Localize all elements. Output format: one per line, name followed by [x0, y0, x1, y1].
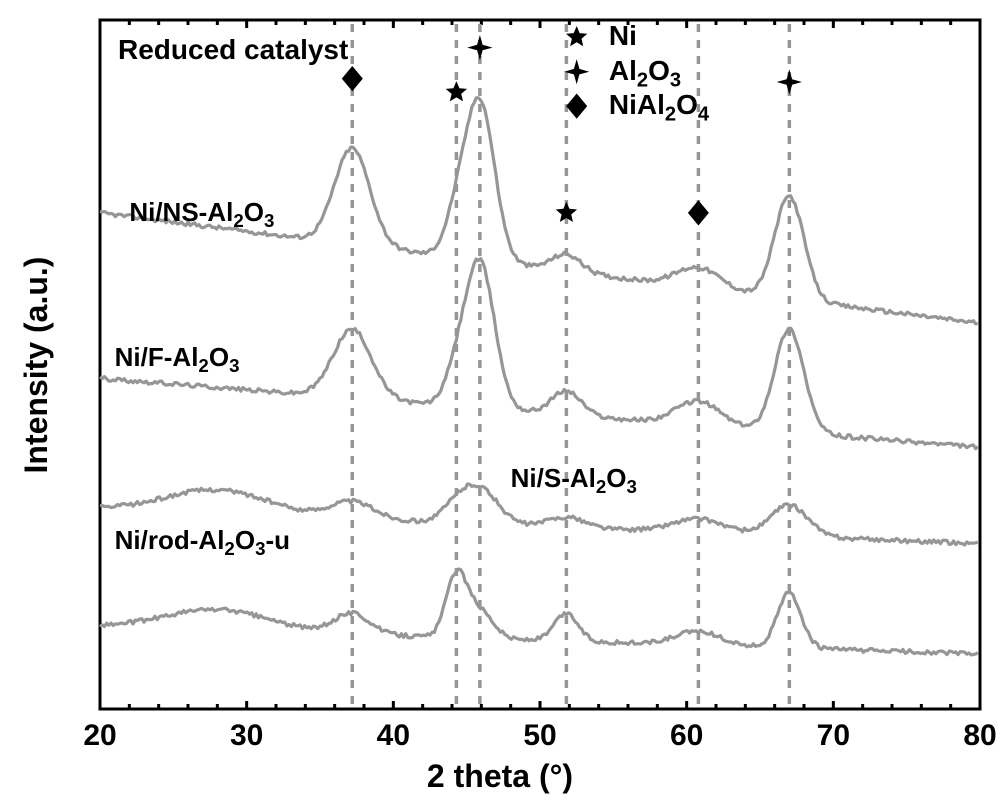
corner-title: Reduced catalyst [118, 34, 348, 66]
x-tick-label: 60 [667, 719, 707, 753]
x-tick-label: 50 [520, 719, 560, 753]
star-icon [566, 26, 587, 46]
star-icon [446, 81, 467, 101]
plus-icon [467, 35, 492, 60]
x-tick-label: 80 [960, 719, 1000, 753]
x-axis-label: 2 theta (°) [427, 758, 573, 795]
x-tick-label: 20 [80, 719, 120, 753]
diamond-icon [688, 200, 709, 225]
curve-label: Ni/S-Al2O3 [511, 463, 637, 498]
xrd-figure: Intensity (a.u.) 2 theta (°) Reduced cat… [0, 0, 1000, 809]
plot-svg [0, 0, 1000, 809]
plus-icon [777, 69, 802, 94]
curve-label: Ni/F-Al2O3 [115, 342, 240, 377]
legend-entry: NiAl2O4 [609, 89, 709, 127]
legend-entry: Al2O3 [609, 55, 681, 93]
x-tick-label: 30 [227, 719, 267, 753]
y-axis-label: Intensity (a.u.) [18, 256, 55, 473]
curve-label: Ni/NS-Al2O3 [129, 197, 274, 232]
x-tick-label: 40 [373, 719, 413, 753]
x-tick-label: 70 [813, 719, 853, 753]
legend-entry: Ni [609, 20, 637, 52]
diamond-icon [566, 94, 587, 119]
curve-label: Ni/rod-Al2O3-u [115, 525, 290, 560]
xrd-curve [100, 569, 978, 655]
diamond-icon [342, 66, 363, 91]
